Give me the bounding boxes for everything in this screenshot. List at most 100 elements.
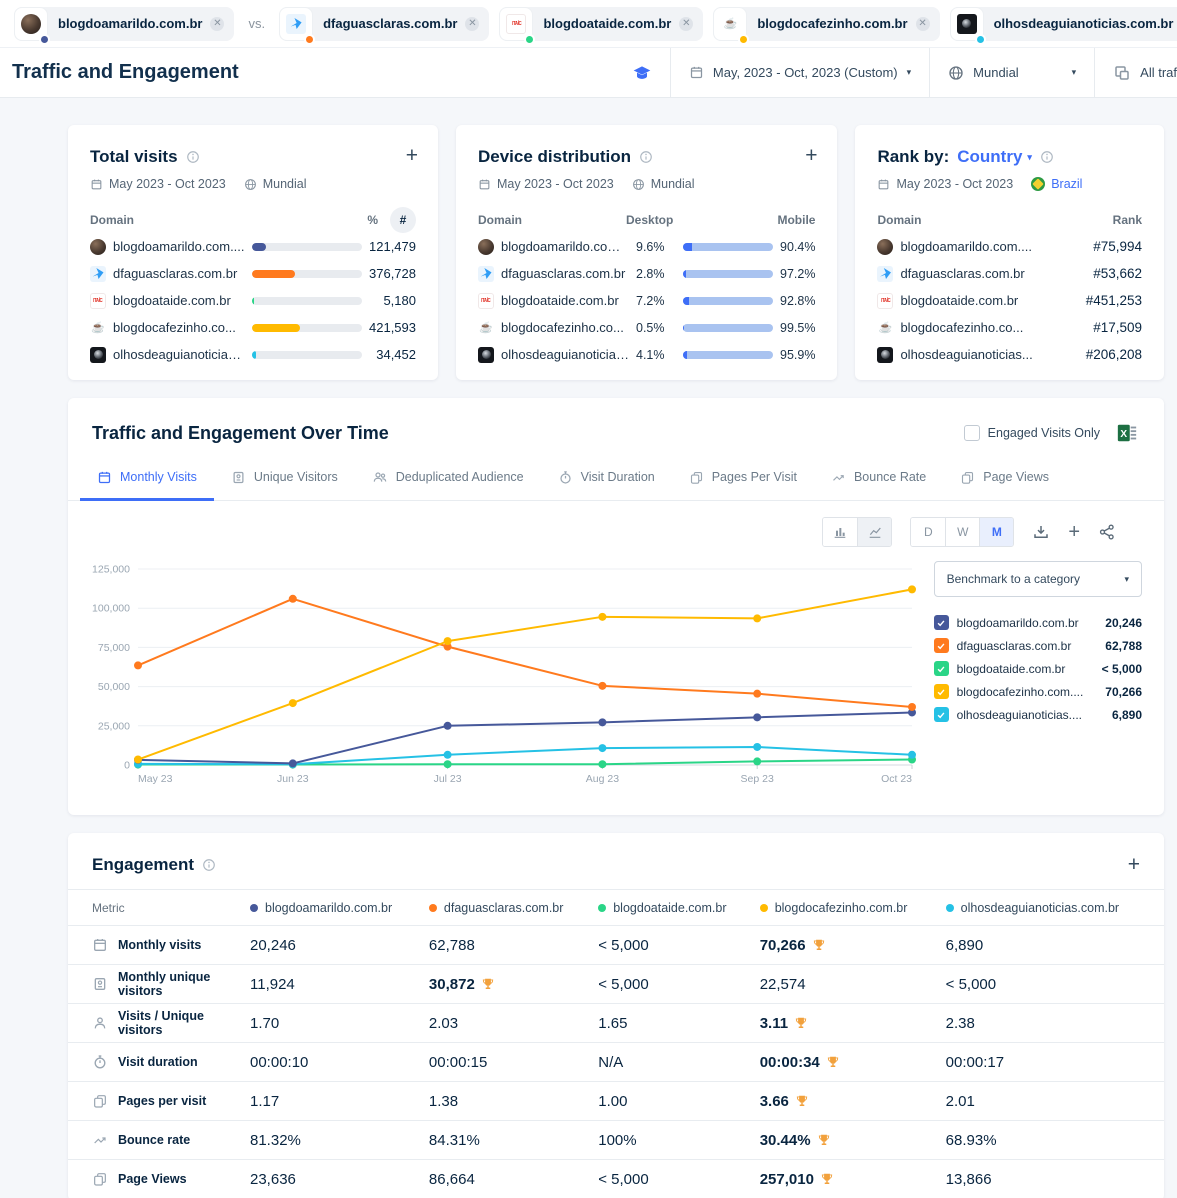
benchmark-category-select[interactable]: Benchmark to a category▾ <box>934 561 1142 597</box>
rank-by-selector[interactable]: Country▾ <box>957 147 1032 167</box>
desktop-share: 0.5% <box>636 321 676 335</box>
site-favicon <box>478 320 494 336</box>
metric-value: 00:00:17 <box>946 1043 1164 1082</box>
traffic-chart[interactable]: 025,00050,00075,000100,000125,000May 23J… <box>80 553 920 795</box>
close-icon[interactable]: ✕ <box>465 17 479 31</box>
domain-label: blogdocafezinho.com.br <box>757 16 907 31</box>
tab-visit-duration[interactable]: Visit Duration <box>541 456 672 501</box>
legend-domain: blogdoataide.com.br <box>957 662 1094 676</box>
series-checkbox[interactable] <box>934 638 949 653</box>
mobile-share: 92.8% <box>780 294 815 308</box>
info-icon[interactable] <box>1040 150 1054 164</box>
table-row: Monthly unique visitors 11,924 30,872 < … <box>68 965 1164 1004</box>
calendar-icon <box>97 470 112 485</box>
percent-toggle[interactable]: % <box>367 213 378 227</box>
share-button[interactable] <box>1098 523 1116 541</box>
mobile-share: 90.4% <box>780 240 815 254</box>
bar-chart-toggle[interactable] <box>823 518 857 546</box>
metric-value: 22,574 <box>760 965 946 1004</box>
domain-chip[interactable]: blogdocafezinho.com.br ✕ <box>713 7 939 41</box>
device-split-bar <box>683 324 773 332</box>
mobile-share: 99.5% <box>780 321 815 335</box>
rank-value: #206,208 <box>1086 347 1142 362</box>
domain-label: blogdoataide.com.br <box>501 293 629 308</box>
granularity-week-button[interactable]: W <box>945 518 979 546</box>
globe-icon <box>948 65 964 81</box>
check-icon <box>936 641 946 651</box>
series-checkbox[interactable] <box>934 615 949 630</box>
column-header-domain: Domain <box>478 213 626 227</box>
date-range-picker[interactable]: May, 2023 - Oct, 2023 (Custom) ▾ <box>670 48 929 97</box>
mobile-share: 97.2% <box>780 267 815 281</box>
bar-chart-icon <box>832 524 848 540</box>
table-row: Monthly visits 20,246 62,788 < 5,000 70,… <box>68 926 1164 965</box>
visits-bar <box>252 243 362 251</box>
metric-label: Visits / Unique visitors <box>118 1009 250 1037</box>
close-icon[interactable]: ✕ <box>679 17 693 31</box>
metric-value: < 5,000 <box>598 965 759 1004</box>
series-checkbox[interactable] <box>934 707 949 722</box>
tab-monthly-visits[interactable]: Monthly Visits <box>80 456 214 501</box>
people-icon <box>372 469 388 485</box>
engaged-visits-checkbox[interactable] <box>964 425 980 441</box>
tab-page-views[interactable]: Page Views <box>943 456 1066 501</box>
device-split-bar <box>683 297 773 305</box>
legend-value: 62,788 <box>1105 639 1142 653</box>
visits-value: 376,728 <box>369 266 416 281</box>
site-favicon <box>877 293 893 309</box>
metric-value: 1.38 <box>429 1082 598 1121</box>
table-row: dfaguasclaras.com.br 376,728 <box>90 260 416 287</box>
domain-chip[interactable]: dfaguasclaras.com.br ✕ <box>279 7 489 41</box>
calendar-icon <box>478 178 491 191</box>
add-button[interactable]: + <box>1068 521 1080 544</box>
add-to-dashboard-button[interactable]: + <box>805 145 817 166</box>
close-icon[interactable]: ✕ <box>916 17 930 31</box>
granularity-month-button[interactable]: M <box>979 518 1013 546</box>
tab-bounce-rate[interactable]: Bounce Rate <box>814 456 943 501</box>
series-color-dot <box>429 904 437 912</box>
info-icon[interactable] <box>639 150 653 164</box>
granularity-day-button[interactable]: D <box>911 518 945 546</box>
chart-legend: Benchmark to a category▾ blogdoamarildo.… <box>920 553 1146 795</box>
site-favicon <box>478 266 494 282</box>
info-icon[interactable] <box>202 858 216 872</box>
number-toggle[interactable]: # <box>390 207 416 233</box>
column-header-desktop: Desktop <box>626 213 756 227</box>
tab-deduplicated-audience[interactable]: Deduplicated Audience <box>355 456 541 501</box>
table-row: Visit duration 00:00:10 00:00:15 N/A 00:… <box>68 1043 1164 1082</box>
domain-chip[interactable]: olhosdeaguianoticias.com.br ✕ <box>950 7 1177 41</box>
visits-value: 121,479 <box>369 239 416 254</box>
line-chart-toggle[interactable] <box>857 518 891 546</box>
domain-chip[interactable]: blogdoataide.com.br ✕ <box>499 7 703 41</box>
education-button[interactable] <box>614 48 670 97</box>
rank-value: #451,253 <box>1086 293 1142 308</box>
legend-domain: blogdocafezinho.com.... <box>957 685 1098 699</box>
desktop-share: 7.2% <box>636 294 676 308</box>
add-to-dashboard-button[interactable]: + <box>406 145 418 166</box>
domain-label: blogdoataide.com.br <box>900 293 1078 308</box>
tab-pages-per-visit[interactable]: Pages Per Visit <box>672 456 814 501</box>
download-button[interactable] <box>1032 523 1050 541</box>
person-icon <box>92 1015 108 1031</box>
desktop-share: 9.6% <box>636 240 676 254</box>
tab-unique-visitors[interactable]: Unique Visitors <box>214 456 355 501</box>
region-selector[interactable]: Mundial ▾ <box>929 48 1094 97</box>
site-favicon <box>877 347 893 363</box>
brazil-flag-icon <box>1031 177 1045 191</box>
country-label[interactable]: Brazil <box>1051 177 1082 191</box>
traffic-filter-selector[interactable]: All traf <box>1094 48 1177 97</box>
visits-bar <box>252 324 362 332</box>
domain-label: dfaguasclaras.com.br <box>323 16 457 31</box>
svg-text:50,000: 50,000 <box>98 681 130 693</box>
series-checkbox[interactable] <box>934 661 949 676</box>
table-row: blogdoamarildo.com.... 9.6% 90.4% <box>478 233 815 260</box>
excel-export-icon[interactable] <box>1116 422 1138 444</box>
domain-chip[interactable]: blogdoamarildo.com.br ✕ <box>14 7 234 41</box>
info-icon[interactable] <box>186 150 200 164</box>
series-checkbox[interactable] <box>934 684 949 699</box>
table-row: blogdoataide.com.br 5,180 <box>90 287 416 314</box>
table-row: dfaguasclaras.com.br 2.8% 97.2% <box>478 260 815 287</box>
close-icon[interactable]: ✕ <box>210 17 224 31</box>
pages-icon <box>960 470 975 485</box>
add-to-dashboard-button[interactable]: + <box>1128 853 1140 877</box>
